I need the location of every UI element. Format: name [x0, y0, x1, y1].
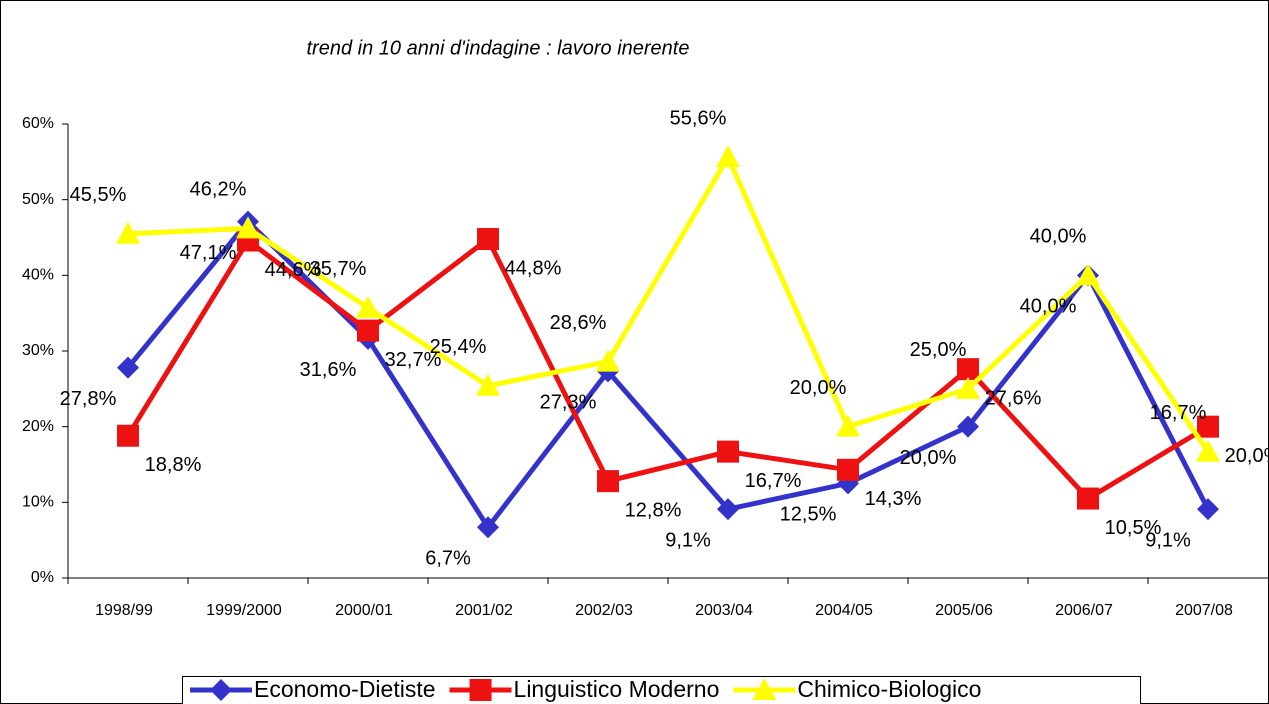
marker — [957, 415, 979, 438]
data-label: 14,3% — [865, 488, 922, 510]
marker — [357, 319, 379, 342]
series-line — [126, 217, 1211, 532]
y-tick-label: 30% — [22, 342, 54, 359]
legend-label: Linguistico Moderno — [514, 676, 720, 702]
data-label: 44,6% — [265, 259, 322, 281]
data-label: 40,0% — [1030, 226, 1087, 248]
data-label: 20,0% — [790, 377, 847, 399]
marker — [1196, 439, 1220, 462]
marker — [1197, 498, 1219, 521]
marker — [1076, 263, 1100, 286]
series-line — [127, 151, 1211, 454]
data-label: 32,7% — [385, 349, 442, 371]
data-label: 9,1% — [1145, 529, 1191, 551]
legend-label: Chimico-Biologico — [797, 676, 981, 702]
x-tick-label: 2005/06 — [935, 602, 993, 619]
marker — [717, 498, 739, 521]
x-tick-label: 2006/07 — [1055, 602, 1113, 619]
x-tick-label: 2003/04 — [695, 602, 753, 619]
marker — [837, 458, 859, 481]
x-tick-label: 2002/03 — [575, 602, 633, 619]
y-tick-label: 40% — [22, 267, 54, 284]
marker — [1077, 487, 1099, 510]
data-label: 55,6% — [670, 108, 727, 130]
data-label: 16,7% — [1150, 402, 1207, 424]
marker — [117, 356, 139, 379]
data-label: 47,1% — [180, 242, 237, 264]
marker — [596, 349, 620, 372]
x-tick-label: 1998/99 — [95, 602, 153, 619]
data-label: 9,1% — [665, 529, 711, 551]
data-label: 40,0% — [1020, 296, 1077, 318]
data-label: 35,7% — [310, 258, 367, 280]
legend-frame — [182, 676, 1141, 704]
marker — [477, 228, 499, 251]
marker — [117, 424, 139, 447]
y-tick-label: 20% — [22, 418, 54, 435]
marker — [236, 216, 260, 239]
data-label: 27,3% — [540, 392, 597, 414]
data-label: 18,8% — [145, 454, 202, 476]
marker — [476, 373, 500, 396]
data-label: 16,7% — [745, 470, 802, 492]
data-label: 12,8% — [625, 499, 682, 521]
marker — [752, 678, 777, 700]
marker — [210, 679, 232, 701]
marker — [716, 145, 740, 168]
data-label: 20,0% — [1225, 445, 1269, 467]
marker — [469, 679, 492, 701]
legend-label: Economo-Dietiste — [254, 676, 436, 702]
marker — [356, 295, 380, 318]
data-label: 27,6% — [985, 387, 1042, 409]
data-label: 25,4% — [430, 336, 487, 358]
x-tick-label: 2004/05 — [815, 602, 873, 619]
y-tick-label: 60% — [22, 115, 54, 132]
marker — [1197, 415, 1219, 438]
marker — [717, 440, 739, 463]
marker — [477, 516, 499, 539]
marker — [597, 470, 619, 493]
marker — [957, 358, 979, 381]
x-tick-label: 2007/08 — [1175, 602, 1233, 619]
data-label: 28,6% — [550, 312, 607, 334]
data-label: 10,5% — [1105, 517, 1162, 539]
data-label: 27,8% — [60, 388, 117, 410]
y-tick-label: 50% — [22, 191, 54, 208]
chart-title: trend in 10 anni d'indagine : lavoro ine… — [307, 37, 690, 59]
data-label: 45,5% — [70, 184, 127, 206]
y-tick-label: 10% — [22, 494, 54, 511]
marker — [116, 221, 140, 244]
x-tick-label: 2001/02 — [455, 602, 513, 619]
data-label: 44,8% — [505, 257, 562, 279]
marker — [836, 414, 860, 437]
series-line — [125, 235, 1210, 502]
x-tick-label: 1999/2000 — [206, 602, 282, 619]
marker — [956, 376, 980, 399]
data-label: 46,2% — [190, 179, 247, 201]
data-label: 25,0% — [910, 339, 967, 361]
data-label: 20,0% — [900, 447, 957, 469]
data-label: 6,7% — [425, 548, 471, 570]
data-label: 12,5% — [780, 504, 837, 526]
y-tick-label: 0% — [31, 569, 54, 586]
legend: Economo-Dietiste Linguistico Moderno Chimi… — [182, 676, 1141, 704]
x-tick-label: 2000/01 — [335, 602, 393, 619]
data-label: 31,6% — [300, 359, 357, 381]
